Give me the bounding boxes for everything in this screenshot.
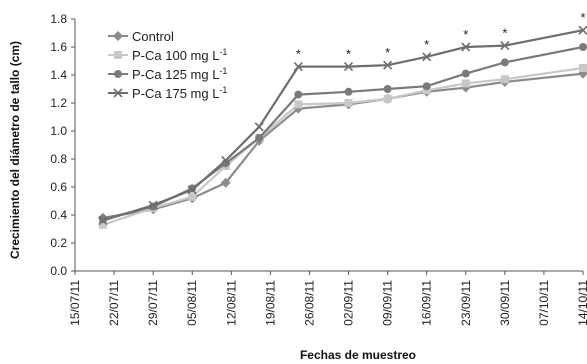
x-tick-label: 09/09/11 bbox=[381, 280, 395, 326]
x-tick-label: 29/07/11 bbox=[146, 280, 160, 326]
legend-marker bbox=[113, 31, 123, 41]
legend-marker bbox=[114, 51, 122, 59]
data-point bbox=[188, 192, 197, 201]
x-axis-title: Fechas de muestreo bbox=[300, 348, 416, 362]
data-point bbox=[422, 82, 431, 91]
x-tick-label: 02/09/11 bbox=[342, 280, 356, 326]
x-tick-label: 22/07/11 bbox=[107, 280, 121, 326]
series-line bbox=[102, 29, 584, 222]
significance-star: * bbox=[463, 27, 468, 42]
data-point bbox=[255, 134, 264, 142]
significance-star: * bbox=[580, 10, 585, 25]
legend-label-superscript: -1 bbox=[219, 47, 227, 57]
data-point bbox=[220, 177, 231, 188]
data-point bbox=[98, 216, 108, 226]
y-tick-label: 0.8 bbox=[50, 152, 67, 166]
y-tick-label: 1.6 bbox=[50, 40, 67, 54]
y-tick-label: 0.4 bbox=[50, 208, 67, 222]
legend-label-superscript: -1 bbox=[219, 66, 227, 76]
series-4 bbox=[98, 25, 587, 226]
data-point bbox=[344, 99, 353, 107]
x-ticks: 15/07/11 22/07/11 29/07/11 05/08/11 12/08/11… bbox=[68, 271, 587, 326]
x-tick-label: 26/08/11 bbox=[302, 280, 316, 326]
x-tick-label: 15/07/11 bbox=[68, 280, 82, 326]
y-axis-title: Crecimiento del diámetro de tallo (cm) bbox=[8, 41, 22, 259]
x-tick-label: 05/08/11 bbox=[185, 280, 199, 326]
data-point bbox=[254, 122, 264, 132]
data-point bbox=[579, 43, 587, 51]
x-tick-label: 07/10/11 bbox=[537, 280, 551, 326]
data-point bbox=[221, 155, 231, 165]
series-group bbox=[97, 25, 587, 229]
legend-label: P-Ca 125 mg L-1 bbox=[132, 66, 227, 82]
legend-marker bbox=[113, 88, 123, 98]
legend-label-superscript: -1 bbox=[219, 85, 227, 95]
significance-star: * bbox=[424, 37, 429, 52]
data-point bbox=[293, 62, 303, 72]
data-point bbox=[500, 41, 510, 51]
data-point bbox=[500, 75, 509, 84]
data-point bbox=[343, 62, 354, 72]
significance-star: * bbox=[385, 45, 390, 60]
data-point bbox=[422, 52, 432, 62]
data-point bbox=[579, 64, 587, 72]
legend-item: P-Ca 175 mg L-1 bbox=[108, 85, 227, 101]
series-line bbox=[102, 72, 584, 219]
data-point bbox=[422, 86, 431, 95]
data-point bbox=[98, 215, 107, 224]
y-ticks: 0.0 0.2 0.4 0.6 0.8 1.0 1.2 1.4 1.6 1.8 bbox=[50, 12, 75, 278]
data-point bbox=[383, 85, 392, 93]
legend-label: Control bbox=[132, 29, 174, 44]
significance-star: * bbox=[502, 26, 507, 41]
x-tick-label: 23/09/11 bbox=[459, 280, 473, 326]
y-tick-label: 1.2 bbox=[50, 96, 67, 110]
significance-star: * bbox=[296, 47, 301, 62]
data-point bbox=[461, 79, 470, 88]
x-tick-label: 12/08/11 bbox=[224, 280, 238, 326]
legend-label: P-Ca 175 mg L-1 bbox=[132, 85, 227, 101]
x-tick-label: 14/10/11 bbox=[576, 280, 587, 326]
data-point bbox=[294, 100, 303, 109]
legend-item: Control bbox=[108, 29, 174, 44]
legend-marker bbox=[114, 70, 122, 78]
legend-label: P-Ca 100 mg L-1 bbox=[132, 47, 227, 63]
significance-markers: * * * * * * * bbox=[296, 10, 586, 61]
data-point bbox=[383, 60, 393, 70]
data-point bbox=[383, 94, 392, 103]
y-tick-label: 1.8 bbox=[50, 12, 67, 26]
y-tick-label: 1.4 bbox=[50, 68, 67, 82]
legend-item: P-Ca 100 mg L-1 bbox=[108, 47, 227, 63]
x-tick-label: 30/09/11 bbox=[498, 280, 512, 326]
data-point bbox=[294, 90, 303, 99]
y-tick-label: 0.0 bbox=[50, 264, 67, 278]
data-point bbox=[344, 87, 353, 96]
data-point bbox=[461, 69, 470, 78]
data-point bbox=[187, 185, 197, 195]
y-tick-label: 0.2 bbox=[50, 236, 67, 250]
series-line bbox=[102, 66, 584, 226]
significance-star: * bbox=[346, 47, 351, 62]
data-point bbox=[98, 220, 107, 229]
legend-item: P-Ca 125 mg L-1 bbox=[108, 66, 227, 82]
axes bbox=[74, 19, 583, 272]
y-tick-label: 1.0 bbox=[50, 124, 67, 138]
legend: Control P-Ca 100 mg L-1 P-Ca 125 mg L-1 P-C… bbox=[108, 29, 227, 101]
data-point bbox=[148, 200, 158, 210]
data-point bbox=[578, 25, 587, 35]
data-point bbox=[500, 58, 509, 67]
data-point bbox=[461, 42, 471, 52]
x-tick-label: 19/08/11 bbox=[263, 280, 277, 326]
y-tick-label: 0.6 bbox=[50, 180, 67, 194]
x-tick-label: 16/09/11 bbox=[420, 280, 434, 326]
